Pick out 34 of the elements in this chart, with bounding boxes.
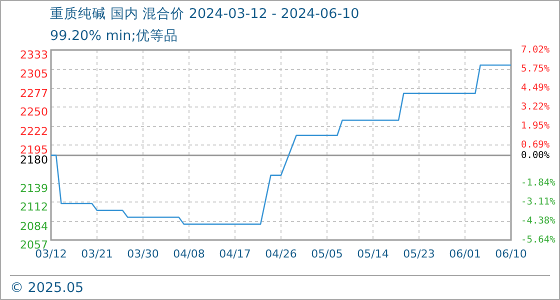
y-tick-label: 2222 bbox=[20, 124, 48, 138]
x-tick-label: 05/14 bbox=[357, 247, 389, 260]
x-tick-label: 05/23 bbox=[403, 247, 435, 260]
y2-tick-label: 4.49% bbox=[521, 82, 550, 94]
y-tick-label: 2333 bbox=[20, 48, 48, 62]
x-tick-label: 03/21 bbox=[81, 247, 113, 260]
y2-tick-label: -1.84% bbox=[521, 177, 556, 188]
y2-tick-label: -3.11% bbox=[521, 196, 556, 208]
y-tick-label: 2305 bbox=[20, 68, 48, 81]
y2-tick-label: 5.75% bbox=[521, 64, 550, 75]
text: © 2025.05 bbox=[10, 280, 84, 296]
x-tick-label: 06/01 bbox=[449, 247, 481, 260]
y-tick-label: 2277 bbox=[20, 86, 48, 100]
x-tick-label: 06/10 bbox=[495, 247, 527, 260]
y2-tick-label: 7.02% bbox=[521, 44, 550, 56]
y-tick-label: 2112 bbox=[20, 200, 48, 214]
y-tick-label: 2195 bbox=[20, 143, 48, 156]
x-tick-label: 05/05 bbox=[311, 247, 343, 260]
x-tick-label: 04/26 bbox=[265, 247, 297, 260]
y2-tick-label: -5.64% bbox=[521, 234, 556, 246]
y-tick-label: 2139 bbox=[20, 182, 48, 195]
x-tick-label: 04/08 bbox=[173, 247, 205, 260]
y2-tick-label: 0.00% bbox=[521, 150, 550, 161]
y2-tick-label: 3.22% bbox=[521, 102, 550, 112]
y2-tick-label: 0.69% bbox=[521, 139, 550, 150]
y-tick-label: 2180 bbox=[20, 154, 48, 167]
y-tick-label: 2250 bbox=[20, 105, 48, 118]
chart-subtitle: 99.20% min;优等品 bbox=[50, 27, 178, 45]
y-tick-label: 2084 bbox=[20, 220, 48, 233]
x-tick-label: 04/17 bbox=[219, 247, 251, 260]
y2-tick-label: -4.38% bbox=[521, 216, 556, 227]
y2-tick-label: 1.95% bbox=[521, 120, 550, 132]
x-tick-label: 03/30 bbox=[127, 247, 159, 260]
chart-title: 重质纯碱 国内 混合价 2024-03-12 - 2024-06-10 bbox=[50, 5, 360, 23]
